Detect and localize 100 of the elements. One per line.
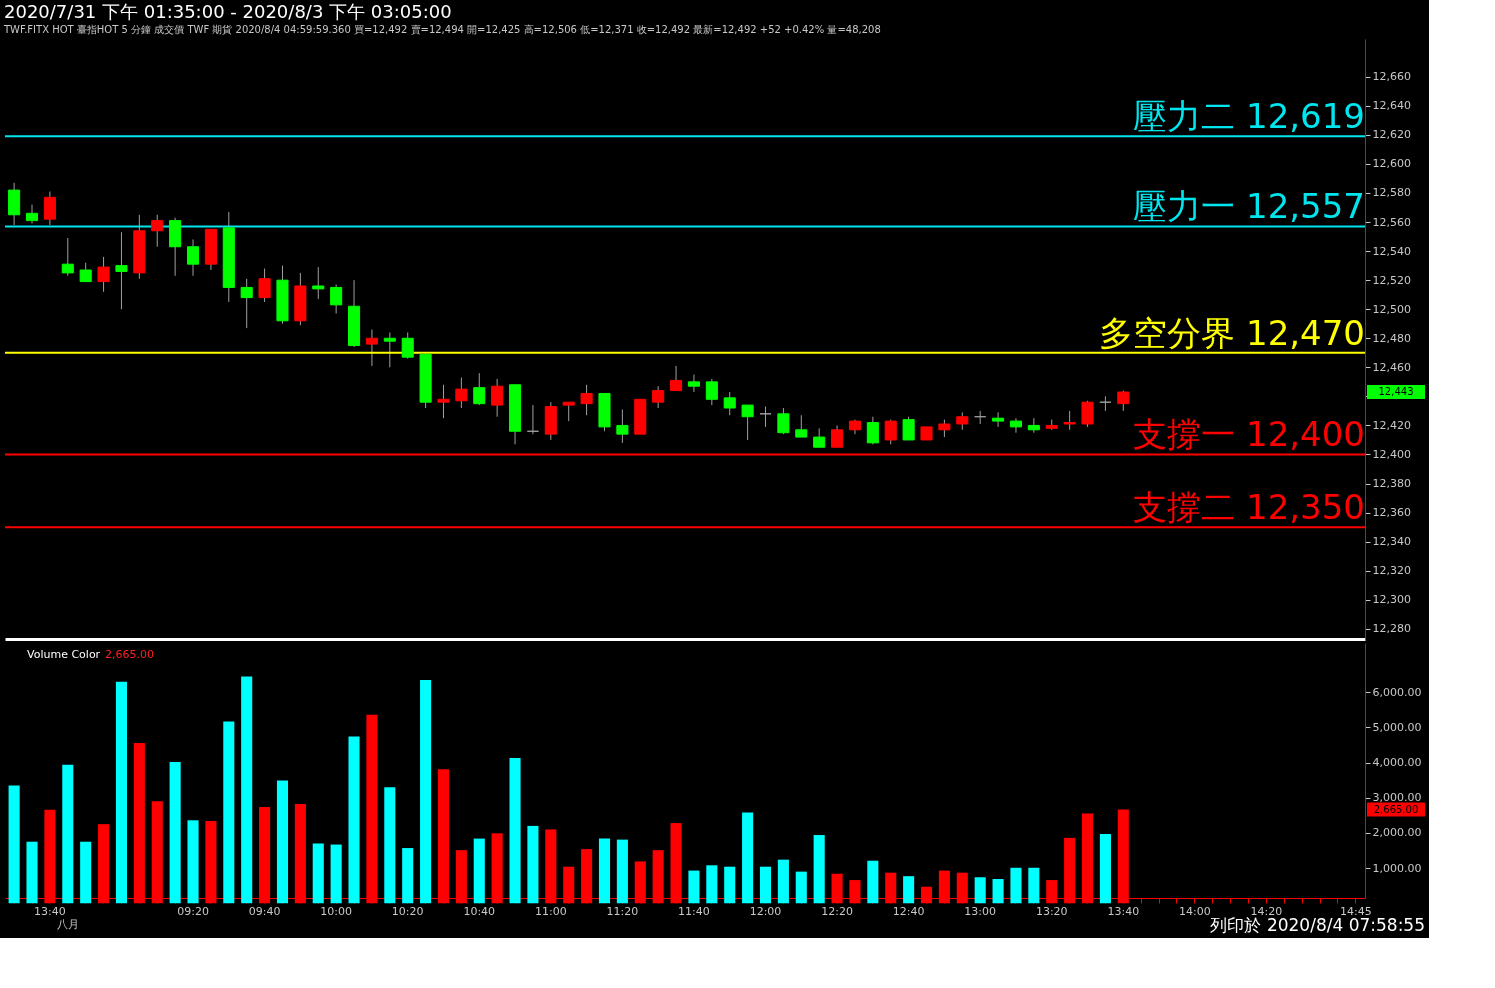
bar bbox=[1099, 833, 1111, 904]
y-tick-label: 5,000.00 bbox=[1372, 720, 1422, 734]
ref-line-label: 多空分界 12,470 bbox=[1099, 312, 1365, 353]
x-tick-label: 10:40 bbox=[463, 904, 496, 918]
candlestick bbox=[652, 385, 665, 409]
candlestick bbox=[616, 408, 629, 444]
x-tick-label: 12:00 bbox=[749, 904, 782, 918]
bar bbox=[813, 835, 825, 904]
x-tick-label: 13:40 bbox=[34, 904, 66, 918]
x-tick-label: 12:40 bbox=[892, 904, 925, 918]
candlestick bbox=[526, 404, 539, 435]
x-tick-label: 13:00 bbox=[964, 904, 997, 918]
bar bbox=[759, 866, 772, 904]
candlestick bbox=[491, 378, 504, 418]
candlestick bbox=[1081, 400, 1094, 428]
candlestick bbox=[61, 237, 74, 277]
y-tick-label: 12,580 bbox=[1372, 186, 1411, 200]
ref-line-label: 壓力二 12,619 bbox=[1133, 96, 1365, 137]
bar bbox=[420, 679, 432, 904]
candlestick bbox=[723, 391, 736, 416]
candlestick bbox=[258, 268, 271, 303]
y-tick-label: 12,360 bbox=[1372, 506, 1411, 520]
y-tick-label: 6,000.00 bbox=[1372, 685, 1422, 699]
y-tick-label: 12,480 bbox=[1372, 331, 1411, 345]
candlestick bbox=[974, 410, 987, 425]
bar bbox=[169, 761, 181, 904]
y-tick-label: 12,380 bbox=[1372, 477, 1411, 491]
y-tick-label: 1,000.00 bbox=[1372, 861, 1422, 875]
x-tick-label: 13:40 bbox=[1107, 904, 1140, 918]
bar bbox=[867, 860, 879, 904]
bar bbox=[187, 820, 199, 904]
candlestick bbox=[473, 372, 486, 406]
y-tick-label: 12,640 bbox=[1372, 99, 1411, 113]
y-tick-label: 12,320 bbox=[1372, 564, 1411, 578]
bar bbox=[509, 758, 521, 904]
candlestick bbox=[115, 231, 128, 310]
candlestick bbox=[759, 406, 772, 428]
x-tick-label: 10:00 bbox=[320, 904, 352, 918]
candlestick bbox=[741, 404, 754, 441]
candlestick bbox=[562, 401, 575, 422]
candlestick bbox=[383, 331, 396, 368]
bar bbox=[527, 825, 539, 904]
bar bbox=[473, 838, 485, 904]
candlestick bbox=[884, 419, 897, 445]
x-tick-label: 12:20 bbox=[821, 904, 853, 918]
annotation: 2,665.00 bbox=[105, 648, 154, 661]
bar bbox=[992, 879, 1004, 904]
bar bbox=[312, 843, 324, 904]
y-tick-label: 12,340 bbox=[1372, 535, 1411, 549]
x-tick-label: 14:45 bbox=[1340, 904, 1372, 918]
y-tick-label: 12,300 bbox=[1372, 593, 1411, 607]
candlestick bbox=[1009, 417, 1023, 434]
x-tick-label: 11:00 bbox=[534, 904, 567, 918]
annotation: Volume Color bbox=[27, 648, 101, 661]
bar bbox=[598, 838, 611, 904]
y-tick-label: 3,000.00 bbox=[1372, 791, 1422, 805]
bar bbox=[115, 681, 128, 904]
bar bbox=[26, 841, 38, 904]
ref-line-label: 支撐二 12,350 bbox=[1133, 487, 1365, 528]
y-tick-label: 12,460 bbox=[1372, 360, 1411, 374]
candlestick bbox=[580, 384, 593, 416]
candlestick bbox=[312, 266, 325, 300]
bar bbox=[742, 812, 754, 904]
bar bbox=[80, 841, 92, 904]
x-tick-label: 11:20 bbox=[606, 904, 639, 918]
bar bbox=[795, 871, 807, 904]
candlestick bbox=[97, 256, 110, 293]
candlestick bbox=[151, 214, 164, 248]
candlestick bbox=[455, 377, 468, 409]
chart-title: 2020/7/31 下午 01:35:00 - 2020/8/3 下午 03:05:00 bbox=[4, 1, 452, 22]
text: 2,665.00 bbox=[1373, 803, 1419, 815]
bar bbox=[384, 787, 396, 904]
bar bbox=[706, 865, 718, 904]
x-tick-label: 13:20 bbox=[1035, 904, 1068, 918]
y-tick-label: 12,420 bbox=[1372, 418, 1411, 432]
candlestick bbox=[1099, 395, 1112, 412]
x-tick-label: 14:00 bbox=[1179, 904, 1211, 918]
y-tick-label: 12,400 bbox=[1372, 448, 1411, 461]
x-tick-label: 14:20 bbox=[1250, 904, 1283, 918]
y-tick-label: 12,540 bbox=[1372, 244, 1411, 258]
bar bbox=[241, 676, 253, 904]
candlestick bbox=[437, 384, 450, 419]
bar bbox=[330, 844, 342, 904]
candlestick bbox=[43, 191, 56, 226]
x-tick-label: 09:20 bbox=[177, 904, 209, 918]
text: 12,443 bbox=[1378, 386, 1414, 398]
y-tick-label: 12,280 bbox=[1372, 622, 1411, 636]
candlestick bbox=[401, 331, 414, 360]
bar bbox=[616, 839, 628, 904]
candlestick bbox=[992, 411, 1005, 428]
bar bbox=[724, 866, 736, 904]
x-tick-label: 10:20 bbox=[391, 904, 424, 918]
chart-subtitle: TWF.FITX HOT 臺指HOT 5 分鐘 成交價 TWF 期貨 2020/8/4 04:59:59.360 買=12,492 賣=12,494 開=12,425 高=12,506 低=12,371 收=12,492 最新=12,492 +52 +0.42% 量=48,208 bbox=[3, 24, 881, 35]
candlestick bbox=[777, 407, 790, 435]
candlestick bbox=[813, 427, 826, 448]
candlestick bbox=[25, 204, 39, 224]
x-tick-label: 11:40 bbox=[678, 904, 710, 918]
y-tick-label: 12,600 bbox=[1372, 157, 1411, 171]
bar bbox=[223, 721, 235, 904]
candlestick bbox=[365, 329, 378, 367]
